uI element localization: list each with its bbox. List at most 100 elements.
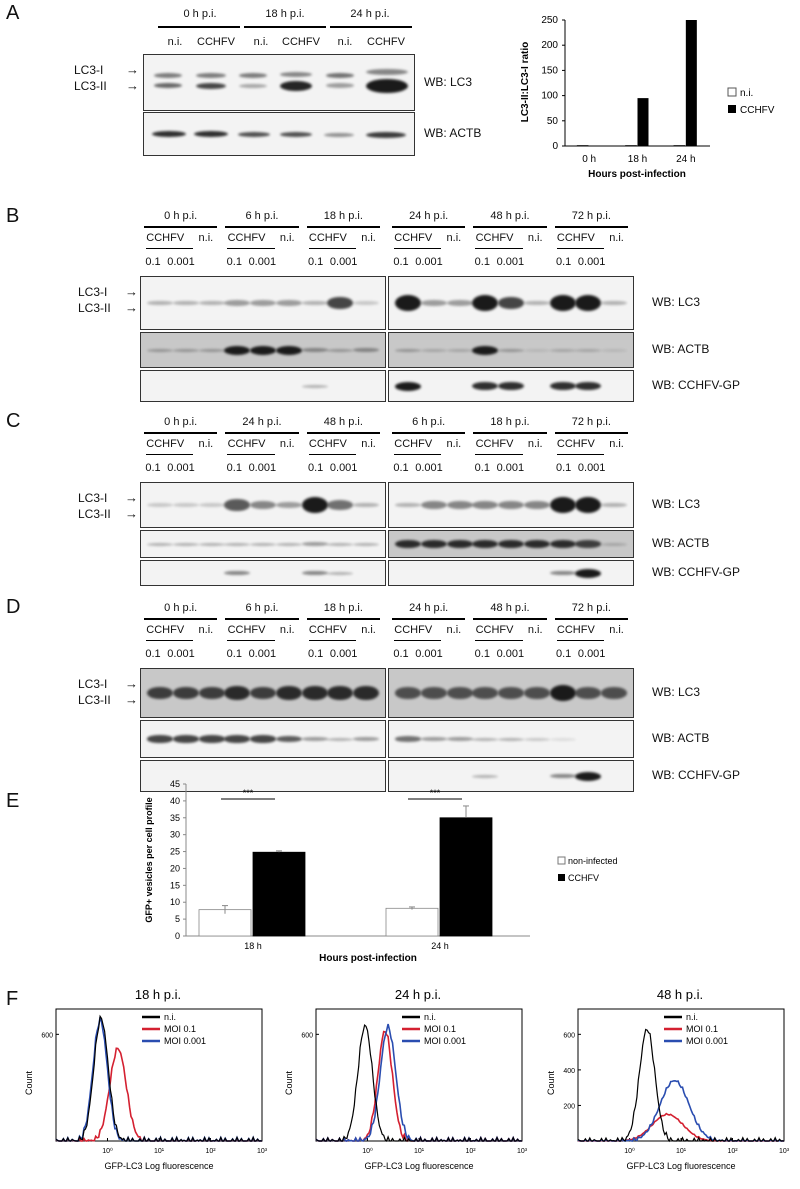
virus-label: CCHFV: [475, 232, 514, 244]
band: [498, 539, 525, 549]
band: [420, 299, 447, 307]
virus-label: CCHFV: [308, 232, 347, 244]
timepoint-label: 48 h p.i.: [490, 602, 530, 614]
timepoint-label: 72 h p.i.: [571, 602, 611, 614]
lc3-ii-label: LC3-II: [78, 693, 111, 707]
moi-label: 0.1: [226, 462, 242, 474]
group-line: [144, 226, 218, 228]
chart-a-ylabel: LC3-II:LC3-I ratio: [520, 42, 531, 123]
moi-label: 0.001: [415, 256, 443, 268]
moi-label: 0.001: [577, 462, 606, 474]
blot-actb: [388, 332, 634, 368]
band: [549, 539, 576, 549]
x-tick-label: 10²: [205, 1148, 216, 1155]
band: [549, 348, 576, 352]
moi-label: 0.1: [145, 256, 161, 268]
moi-label: 0.1: [145, 462, 161, 474]
band: [198, 735, 225, 743]
y-tick-label: 400: [563, 1068, 575, 1075]
timepoint-label: 48 h p.i.: [323, 416, 363, 428]
timepoint-label: 6 h p.i.: [245, 602, 279, 614]
band: [301, 542, 328, 546]
bar-noninfected: [385, 907, 439, 937]
plot-title: 18 h p.i.: [135, 987, 181, 1002]
virus-label: CCHFV: [146, 232, 185, 244]
legend-swatch-cchfv: [558, 874, 565, 881]
band: [549, 381, 576, 391]
band: [575, 295, 602, 311]
moi-label: 0.1: [556, 256, 572, 268]
subgroup-line: [394, 640, 442, 641]
timepoint-label: 0 h p.i.: [183, 8, 217, 20]
band: [446, 687, 473, 699]
condition-label: CCHFV: [367, 36, 405, 48]
band: [327, 348, 354, 352]
legend-swatch-ni: [727, 87, 737, 97]
histogram-ni: [577, 1028, 785, 1143]
plot-title: 48 h p.i.: [657, 987, 703, 1002]
bar-cchfv: [637, 98, 649, 146]
moi-label: 0.001: [329, 648, 358, 660]
wb-label: WB: LC3: [652, 295, 701, 309]
flow-histogram: 48 h p.i. Count 200 400 600 10⁰ 10¹ 10² 10³ GFP-L…: [546, 987, 790, 1171]
group-line: [144, 432, 218, 434]
y-tick-label: 600: [41, 1032, 53, 1039]
panel-label-f: F: [6, 988, 19, 1010]
moi-label: 0.1: [474, 462, 490, 474]
lc3-ii-label: LC3-II: [74, 79, 107, 93]
band: [198, 348, 225, 352]
band: [327, 500, 354, 510]
condition-label: CCHFV: [197, 36, 235, 48]
subgroup-line: [308, 640, 356, 641]
band: [275, 345, 302, 355]
ni-label: n.i.: [279, 232, 295, 244]
moi-label: 0.001: [248, 462, 277, 474]
band: [147, 348, 173, 352]
legend-label: MOI 0.1: [164, 1024, 196, 1034]
ni-label: n.i.: [361, 624, 376, 636]
ni-label: n.i.: [527, 438, 543, 450]
band: [224, 542, 251, 546]
band: [147, 300, 173, 306]
band: [575, 771, 602, 781]
panel-label-d: D: [6, 596, 21, 618]
moi-label: 0.001: [167, 462, 195, 474]
legend-label: MOI 0.1: [424, 1024, 456, 1034]
y-axis-label: Count: [284, 1071, 294, 1096]
blot-lc3: [140, 276, 386, 330]
band: [523, 501, 550, 509]
blot-actb: [388, 720, 634, 758]
band: [224, 570, 251, 576]
group-line: [306, 432, 380, 434]
band: [549, 497, 576, 513]
x-tick-label: 10³: [257, 1148, 268, 1155]
virus-label: CCHFV: [146, 438, 185, 450]
band: [327, 542, 354, 546]
moi-label: 0.1: [556, 648, 572, 660]
band: [198, 503, 225, 507]
moi-label: 0.001: [329, 256, 358, 268]
virus-label: CCHFV: [475, 624, 514, 636]
blot-cchfv-gp: [388, 760, 634, 792]
legend-label: MOI 0.001: [424, 1036, 466, 1046]
band: [301, 685, 328, 701]
arrow-icon: →: [125, 676, 138, 691]
band: [198, 542, 225, 546]
wb-label: WB: ACTB: [652, 342, 710, 356]
ni-label: n.i.: [361, 232, 376, 244]
band: [498, 737, 525, 741]
moi-label: 0.1: [556, 462, 572, 474]
band: [523, 539, 550, 549]
ni-label: n.i.: [198, 232, 214, 244]
subgroup-line: [227, 640, 275, 641]
band: [446, 501, 473, 509]
moi-label: 0.1: [393, 462, 409, 474]
legend-label: n.i.: [164, 1012, 176, 1022]
band: [353, 502, 380, 508]
blot-actb: [143, 112, 415, 156]
subgroup-line: [146, 454, 194, 455]
chart-e-ylabel: GFP+ vesicles per cell profile: [144, 797, 154, 922]
band: [446, 539, 473, 549]
subgroup-line: [556, 640, 604, 641]
subgroup-line: [308, 454, 356, 455]
